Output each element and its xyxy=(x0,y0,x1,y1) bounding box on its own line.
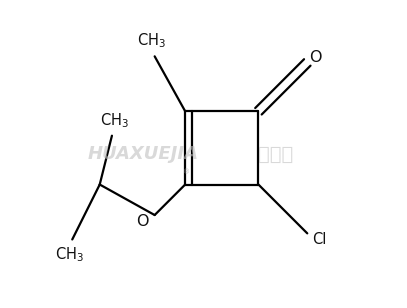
Text: CH$_3$: CH$_3$ xyxy=(137,32,166,51)
Text: CH$_3$: CH$_3$ xyxy=(55,245,84,264)
Text: HUAXUEJIA: HUAXUEJIA xyxy=(88,145,199,163)
Text: O: O xyxy=(136,214,149,229)
Text: ®: ® xyxy=(183,169,190,175)
Text: O: O xyxy=(309,50,321,65)
Text: 化学加: 化学加 xyxy=(258,144,294,164)
Text: CH$_3$: CH$_3$ xyxy=(101,111,129,130)
Text: Cl: Cl xyxy=(312,232,327,247)
